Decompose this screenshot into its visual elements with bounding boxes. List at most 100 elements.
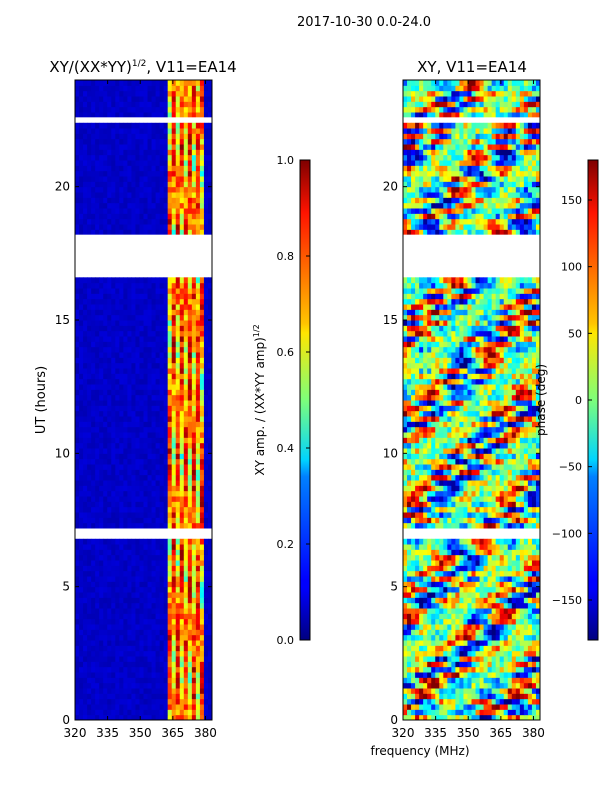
heatmap-cell [119, 197, 124, 203]
heatmap-cell [476, 539, 481, 545]
heatmap-cell [459, 640, 464, 646]
heatmap-cell [184, 405, 189, 411]
heatmap-cell [176, 709, 181, 715]
heatmap-cell [156, 213, 161, 219]
heatmap-cell [192, 581, 197, 587]
heatmap-cell [75, 80, 80, 86]
heatmap-cell [427, 512, 432, 518]
heatmap-cell [83, 363, 88, 369]
heatmap-cell [99, 181, 104, 187]
heatmap-cell [200, 560, 205, 566]
heatmap-cell [123, 400, 128, 406]
heatmap-cell [480, 560, 485, 566]
heatmap-cell [148, 363, 153, 369]
heatmap-cell [115, 645, 120, 651]
heatmap-cell [127, 181, 132, 187]
heatmap-cell [91, 704, 96, 710]
heatmap-cell [200, 368, 205, 374]
heatmap-cell [99, 651, 104, 657]
heatmap-cell [172, 539, 177, 545]
heatmap-cell [99, 699, 104, 705]
heatmap-cell [204, 581, 209, 587]
heatmap-cell [123, 325, 128, 331]
heatmap-cell [115, 224, 120, 230]
heatmap-cell [139, 592, 144, 598]
heatmap-cell [99, 91, 104, 97]
heatmap-cell [188, 144, 193, 150]
heatmap-cell [407, 603, 412, 609]
heatmap-cell [443, 565, 448, 571]
heatmap-cell [144, 635, 149, 641]
heatmap-cell [103, 491, 108, 497]
heatmap-cell [152, 128, 157, 134]
heatmap-cell [188, 629, 193, 635]
heatmap-cell [200, 640, 205, 646]
heatmap-cell [180, 379, 185, 385]
heatmap-cell [95, 432, 100, 438]
heatmap-cell [119, 341, 124, 347]
heatmap-cell [403, 672, 408, 678]
heatmap-cell [91, 709, 96, 715]
heatmap-cell [131, 581, 136, 587]
heatmap-cell [135, 699, 140, 705]
heatmap-cell [192, 629, 197, 635]
heatmap-cell [180, 384, 185, 390]
heatmap-cell [135, 325, 140, 331]
heatmap-cell [447, 651, 452, 657]
heatmap-cell [156, 181, 161, 187]
heatmap-cell [115, 336, 120, 342]
heatmap-cell [75, 331, 80, 337]
heatmap-cell [172, 683, 177, 689]
heatmap-cell [139, 277, 144, 283]
heatmap-cell [91, 411, 96, 417]
heatmap-cell [184, 229, 189, 235]
heatmap-cell [148, 608, 153, 614]
heatmap-cell [135, 565, 140, 571]
heatmap-cell [139, 123, 144, 129]
heatmap-cell [127, 368, 132, 374]
heatmap-cell [111, 485, 116, 491]
heatmap-cell [411, 512, 416, 518]
heatmap-cell [135, 427, 140, 433]
heatmap-cell [532, 603, 537, 609]
heatmap-cell [172, 165, 177, 171]
heatmap-cell [508, 635, 513, 641]
heatmap-cell [204, 128, 209, 134]
heatmap-cell [168, 555, 173, 561]
heatmap-cell [148, 667, 153, 673]
heatmap-cell [204, 475, 209, 481]
heatmap-cell [123, 661, 128, 667]
heatmap-cell [176, 123, 181, 129]
heatmap-cell [176, 475, 181, 481]
heatmap-cell [127, 112, 132, 118]
heatmap-cell [139, 491, 144, 497]
heatmap-cell [192, 656, 197, 662]
heatmap-cell [75, 672, 80, 678]
heatmap-cell [127, 320, 132, 326]
heatmap-cell [528, 629, 533, 635]
heatmap-cell [127, 363, 132, 369]
heatmap-cell [176, 469, 181, 475]
heatmap-cell [423, 549, 428, 555]
flagged-band [75, 531, 212, 539]
heatmap-cell [184, 597, 189, 603]
heatmap-cell [192, 421, 197, 427]
heatmap-cell [427, 517, 432, 523]
heatmap-cell [176, 309, 181, 315]
heatmap-cell [419, 683, 424, 689]
heatmap-cell [115, 293, 120, 299]
heatmap-cell [148, 416, 153, 422]
heatmap-cell [532, 704, 537, 710]
heatmap-cell [119, 293, 124, 299]
heatmap-cell [492, 640, 497, 646]
heatmap-cell [111, 512, 116, 518]
heatmap-cell [99, 405, 104, 411]
heatmap-cell [419, 619, 424, 625]
heatmap-cell [107, 112, 112, 118]
heatmap-cell [164, 576, 169, 582]
heatmap-cell [463, 635, 468, 641]
heatmap-cell [95, 683, 100, 689]
heatmap-cell [160, 699, 165, 705]
heatmap-cell [180, 661, 185, 667]
heatmap-cell [504, 661, 509, 667]
